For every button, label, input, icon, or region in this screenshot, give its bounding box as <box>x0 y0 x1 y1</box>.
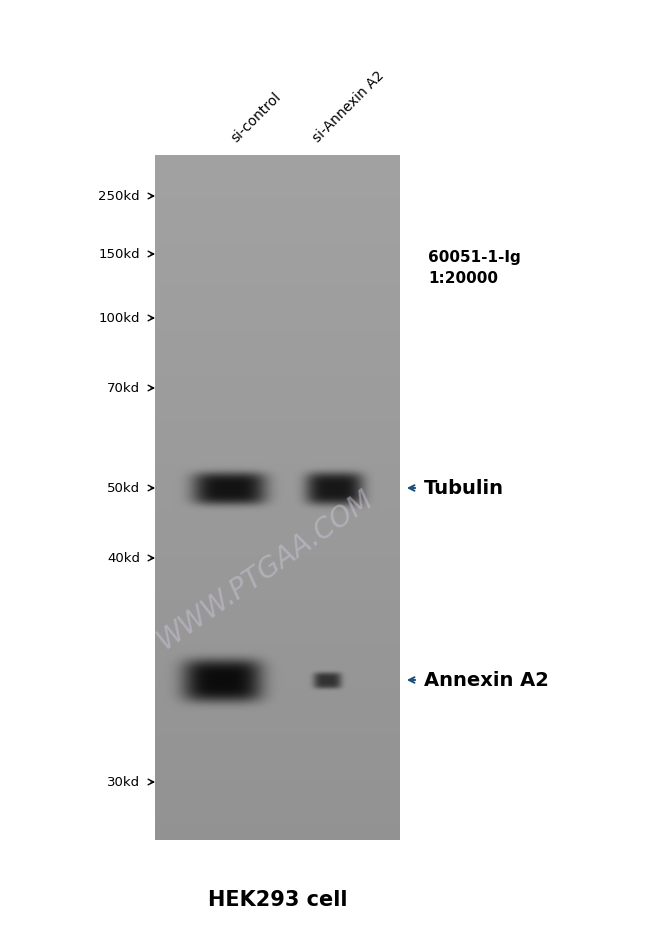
Text: 150kd: 150kd <box>98 247 140 261</box>
Text: 30kd: 30kd <box>107 776 140 788</box>
Text: 100kd: 100kd <box>99 312 140 325</box>
Text: 60051-1-Ig
1:20000: 60051-1-Ig 1:20000 <box>428 250 521 286</box>
Text: si-control: si-control <box>228 90 283 145</box>
Text: 50kd: 50kd <box>107 481 140 495</box>
Text: Tubulin: Tubulin <box>424 479 504 497</box>
Text: WWW.PTGAA.COM: WWW.PTGAA.COM <box>151 485 378 655</box>
Text: Annexin A2: Annexin A2 <box>424 670 549 689</box>
Text: HEK293 cell: HEK293 cell <box>208 890 348 910</box>
Text: si-Annexin A2: si-Annexin A2 <box>310 68 387 145</box>
Text: 40kd: 40kd <box>107 551 140 565</box>
Text: 250kd: 250kd <box>98 190 140 203</box>
Text: 70kd: 70kd <box>107 381 140 395</box>
